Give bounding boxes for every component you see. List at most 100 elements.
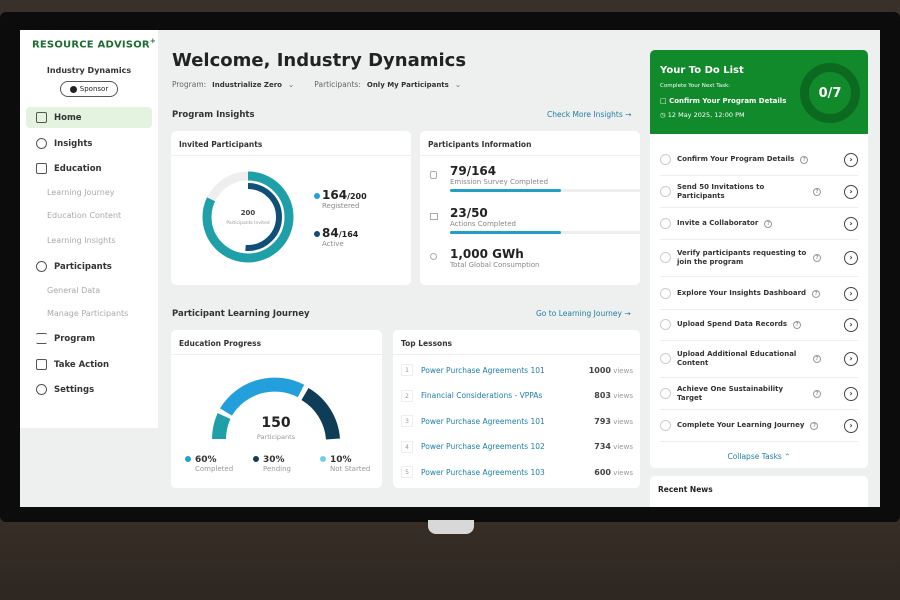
go-to-learning-journey-link[interactable]: Go to Learning Journey → bbox=[536, 309, 631, 318]
sidebar-item-manage-participants[interactable]: Manage Participants bbox=[47, 309, 129, 318]
survey-progress bbox=[450, 189, 642, 192]
legend-dot bbox=[253, 456, 259, 462]
chevron-right-icon[interactable]: › bbox=[844, 317, 858, 332]
lesson-row[interactable]: 5 Power Purchase Agreements 103 600 views bbox=[401, 466, 633, 478]
legend-pct: 60% bbox=[195, 455, 217, 465]
sidebar-item-learning-journey[interactable]: Learning Journey bbox=[47, 188, 115, 197]
task-checkbox[interactable] bbox=[660, 388, 671, 399]
help-icon[interactable]: ? bbox=[812, 289, 821, 298]
sidebar-item-home[interactable]: Home bbox=[26, 107, 152, 128]
task-checkbox[interactable] bbox=[660, 186, 671, 197]
sidebar-item-learning-insights[interactable]: Learning Insights bbox=[47, 236, 116, 245]
lesson-title[interactable]: Power Purchase Agreements 101 bbox=[421, 365, 545, 375]
sidebar-item-settings[interactable]: Settings bbox=[26, 379, 152, 400]
todo-header: Your To Do List Complete Your Next Task:… bbox=[650, 50, 868, 134]
page-title: Welcome, Industry Dynamics bbox=[172, 50, 467, 71]
sidebar-item-general-data[interactable]: General Data bbox=[47, 286, 101, 295]
chevron-right-icon[interactable]: › bbox=[844, 184, 858, 199]
lesson-views: 1000 views bbox=[589, 366, 633, 375]
gauge-value: 150 bbox=[261, 415, 290, 431]
active-stat: 84/164 Active bbox=[314, 226, 358, 248]
todo-item[interactable]: Upload Additional Educational Content? › bbox=[660, 340, 858, 378]
todo-item[interactable]: Achieve One Sustainability Target? › bbox=[660, 378, 858, 410]
lesson-title[interactable]: Power Purchase Agreements 103 bbox=[421, 467, 545, 477]
sidebar-item-education-content[interactable]: Education Content bbox=[47, 211, 122, 220]
section-title: Participant Learning Journey bbox=[172, 309, 310, 319]
chevron-right-icon[interactable]: › bbox=[844, 250, 858, 265]
lesson-row[interactable]: 2 Financial Considerations - VPPAs 803 vie… bbox=[401, 389, 633, 402]
lesson-row[interactable]: 4 Power Purchase Agreements 102 734 views bbox=[401, 440, 633, 453]
lesson-views: 734 views bbox=[594, 442, 633, 451]
todo-item[interactable]: Confirm Your Program Details? › bbox=[660, 144, 858, 176]
next-task-link[interactable]: □ Confirm Your Program Details bbox=[660, 97, 786, 105]
participants-select[interactable]: Only My Participants bbox=[366, 80, 449, 89]
lesson-row[interactable]: 3 Power Purchase Agreements 101 793 views bbox=[401, 415, 633, 427]
legend-completed: 60% Completed bbox=[185, 455, 233, 473]
todo-item[interactable]: Verify participants requesting to join t… bbox=[660, 239, 858, 277]
role-label: Sponsor bbox=[79, 85, 109, 93]
active-label: Active bbox=[322, 240, 344, 248]
role-badge: Sponsor bbox=[60, 81, 118, 97]
recent-news-card: Recent News bbox=[650, 476, 868, 507]
help-icon[interactable]: ? bbox=[813, 354, 821, 363]
task-checkbox[interactable] bbox=[660, 252, 671, 263]
todo-item[interactable]: Explore Your Insights Dashboard? › bbox=[660, 278, 858, 310]
program-label: Program: bbox=[172, 80, 207, 89]
consumption-value: 1,000 GWh bbox=[450, 247, 524, 261]
lightbulb-icon bbox=[430, 253, 437, 260]
todo-item[interactable]: Upload Spend Data Records? › bbox=[660, 309, 858, 341]
sidebar-item-take-action[interactable]: Take Action bbox=[26, 354, 152, 375]
lesson-title[interactable]: Power Purchase Agreements 102 bbox=[421, 442, 545, 451]
task-checkbox[interactable] bbox=[660, 288, 671, 299]
education-gauge: 150 Participants bbox=[212, 377, 340, 441]
help-icon[interactable]: ? bbox=[813, 253, 821, 262]
task-checkbox[interactable] bbox=[660, 218, 671, 229]
sidebar-item-education[interactable]: Education bbox=[26, 158, 152, 179]
chevron-right-icon[interactable]: › bbox=[844, 286, 858, 301]
task-checkbox[interactable] bbox=[660, 319, 671, 330]
todo-count: 0/7 bbox=[818, 85, 842, 101]
task-checkbox[interactable] bbox=[660, 353, 671, 364]
chevron-right-icon[interactable]: › bbox=[844, 418, 858, 433]
chevron-right-icon[interactable]: › bbox=[844, 386, 858, 401]
collapse-tasks-button[interactable]: Collapse Tasks ⌃ bbox=[650, 452, 868, 461]
chevron-down-icon[interactable]: ⌄ bbox=[454, 80, 462, 89]
logo[interactable]: RESOURCE ADVISOR+ bbox=[32, 37, 156, 50]
due-date-text: 12 May 2025, 12:00 PM bbox=[667, 111, 745, 119]
program-select[interactable]: Industrialize Zero bbox=[212, 80, 282, 89]
todo-item[interactable]: Invite a Collaborator? › bbox=[660, 208, 858, 240]
chevron-down-icon[interactable]: ⌄ bbox=[287, 80, 295, 89]
card-title: Top Lessons bbox=[393, 330, 640, 355]
check-more-insights-link[interactable]: Check More Insights → bbox=[547, 110, 631, 119]
donut-center-value: 200 bbox=[241, 209, 256, 217]
views-count: 600 bbox=[594, 467, 611, 477]
help-icon[interactable]: ? bbox=[800, 155, 809, 164]
help-icon[interactable]: ? bbox=[810, 421, 819, 430]
chevron-right-icon[interactable]: › bbox=[844, 216, 858, 231]
help-icon[interactable]: ? bbox=[813, 389, 821, 398]
lesson-rank: 3 bbox=[401, 415, 413, 427]
next-task-title: Confirm Your Program Details bbox=[669, 97, 787, 105]
sidebar-item-program[interactable]: Program bbox=[26, 328, 152, 349]
sidebar-item-participants[interactable]: Participants bbox=[26, 256, 152, 277]
card-title: Participants Information bbox=[420, 131, 640, 156]
survey-label: Emission Survey Completed bbox=[450, 178, 549, 186]
todo-item[interactable]: Send 50 Invitations to Participants? › bbox=[660, 176, 858, 208]
sidebar-item-insights[interactable]: Insights bbox=[26, 133, 152, 154]
task-checkbox[interactable] bbox=[660, 420, 671, 431]
help-icon[interactable]: ? bbox=[764, 219, 773, 228]
clipboard-icon bbox=[430, 171, 437, 179]
label: Settings bbox=[54, 384, 95, 395]
help-icon[interactable]: ? bbox=[793, 320, 802, 329]
todo-progress-ring: 0/7 bbox=[800, 63, 860, 123]
chevron-right-icon[interactable]: › bbox=[844, 351, 858, 366]
todo-item[interactable]: Complete Your Learning Journey? › bbox=[660, 410, 858, 442]
chevron-right-icon[interactable]: › bbox=[844, 152, 858, 167]
lesson-title[interactable]: Financial Considerations - VPPAs bbox=[421, 391, 543, 400]
task-checkbox[interactable] bbox=[660, 154, 671, 165]
views-count: 1000 bbox=[588, 365, 611, 375]
lesson-title[interactable]: Power Purchase Agreements 101 bbox=[421, 416, 545, 426]
lesson-row[interactable]: 1 Power Purchase Agreements 101 1000 views bbox=[401, 364, 633, 376]
help-icon[interactable]: ? bbox=[813, 187, 821, 196]
label: Participants bbox=[54, 261, 112, 272]
